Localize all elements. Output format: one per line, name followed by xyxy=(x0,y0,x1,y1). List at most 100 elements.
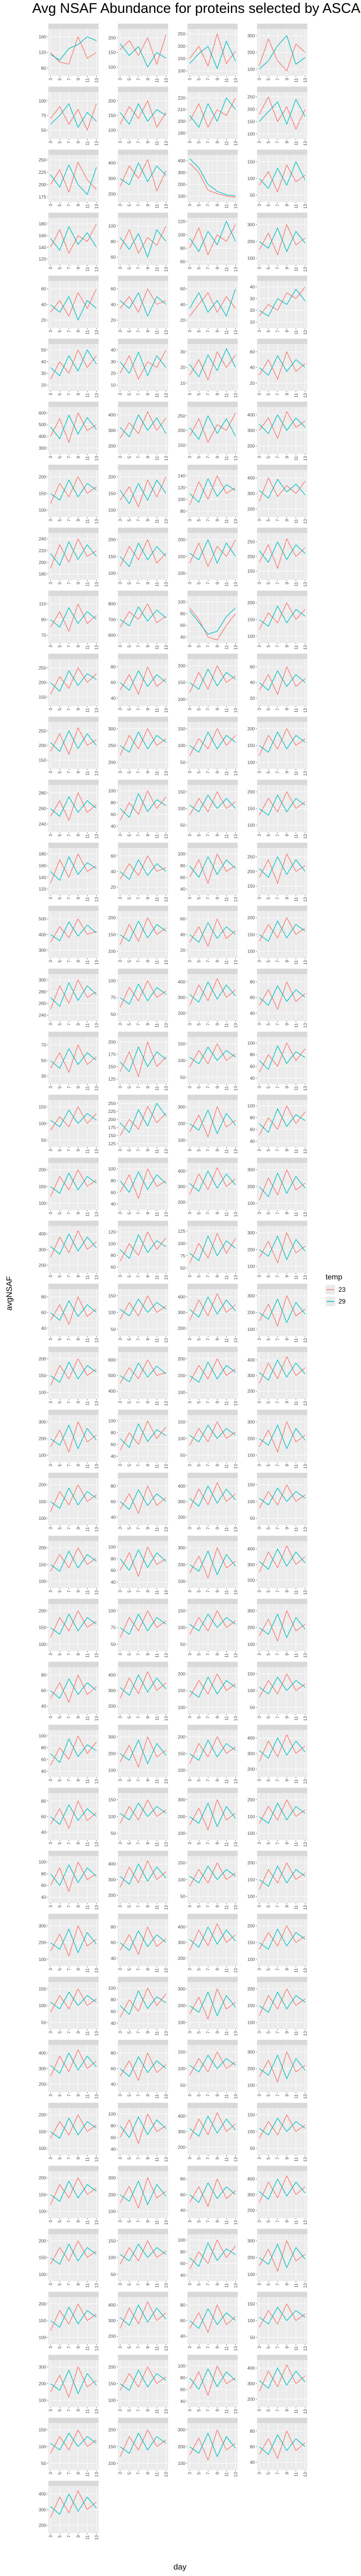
x-tick-label: 7 xyxy=(276,771,280,773)
y-tick-label: 200 xyxy=(178,181,185,187)
x-tick-label: 7 xyxy=(136,1968,141,1971)
x-tick-label: 5 xyxy=(57,1401,62,1403)
x-tick-label: 9 xyxy=(146,1338,150,1341)
x-tick-label: 3 xyxy=(187,1842,192,1845)
x-tick-label: 11 xyxy=(224,1149,229,1154)
facet-strip xyxy=(187,1535,238,1541)
x-tick-label: 11 xyxy=(224,960,229,964)
y-tick-label: 150 xyxy=(178,680,185,685)
x-tick-label: 9 xyxy=(285,960,290,962)
facet-strip xyxy=(118,1850,168,1856)
x-tick-label: 7 xyxy=(206,456,211,458)
y-tick-label: 50 xyxy=(111,1642,116,1647)
x-tick-label: 7 xyxy=(276,1779,280,1782)
facet-strip xyxy=(187,464,238,470)
y-tick-label: 300 xyxy=(108,176,115,181)
x-tick-label: 11 xyxy=(85,1905,90,1909)
x-tick-label: 3 xyxy=(48,1401,53,1403)
x-tick-label: 9 xyxy=(285,1023,290,1026)
y-tick-label: 150 xyxy=(247,1671,255,1677)
facet-strip xyxy=(187,1662,238,1667)
x-tick-label: 11 xyxy=(85,1842,90,1847)
y-tick-label: 200 xyxy=(247,1860,255,1865)
x-tick-label: 3 xyxy=(257,1590,262,1592)
x-tick-label: 13 xyxy=(303,1779,308,1784)
facet-strip xyxy=(257,1788,307,1794)
facet-strip xyxy=(118,1599,168,1604)
x-tick-label: 11 xyxy=(155,267,160,272)
y-tick-label: 200 xyxy=(39,743,46,748)
x-tick-label: 11 xyxy=(155,1527,160,1532)
y-tick-label: 160 xyxy=(39,863,46,868)
y-tick-label: 200 xyxy=(108,35,115,40)
series-line-temp-29 xyxy=(50,226,97,251)
x-tick-label: 3 xyxy=(48,1275,53,1277)
y-tick-label: 300 xyxy=(39,1419,46,1424)
x-tick-label: 7 xyxy=(206,1212,211,1214)
x-tick-label: 5 xyxy=(57,519,62,522)
x-tick-label: 7 xyxy=(276,1590,280,1592)
x-tick-label: 7 xyxy=(136,1401,141,1403)
x-tick-label: 9 xyxy=(76,330,81,332)
x-tick-label: 13 xyxy=(95,1275,99,1279)
x-tick-label: 11 xyxy=(85,1779,90,1784)
x-tick-label: 5 xyxy=(57,708,62,711)
series-line-temp-23 xyxy=(119,603,167,628)
y-tick-label: 150 xyxy=(178,726,185,731)
y-tick-label: 60 xyxy=(250,995,255,1000)
x-tick-label: 13 xyxy=(303,897,308,902)
y-tick-label: 200 xyxy=(39,560,46,565)
x-tick-label: 3 xyxy=(48,1086,53,1088)
x-tick-label: 13 xyxy=(234,1086,239,1091)
series-line-temp-23 xyxy=(50,162,97,193)
x-tick-label: 11 xyxy=(85,1716,90,1721)
x-tick-label: 13 xyxy=(164,771,169,775)
y-tick-label: 50 xyxy=(180,1074,186,1080)
facet-strip xyxy=(48,1599,99,1604)
x-tick-label: 5 xyxy=(57,1338,62,1341)
facet-strip xyxy=(118,1662,168,1667)
y-tick-label: 200 xyxy=(178,663,185,668)
series-line-temp-23 xyxy=(50,35,97,65)
x-tick-label: 3 xyxy=(118,771,123,773)
x-tick-label: 7 xyxy=(136,78,141,80)
y-tick-label: 90 xyxy=(41,617,47,622)
x-tick-label: 9 xyxy=(76,393,81,396)
x-tick-label: 3 xyxy=(118,1905,123,1907)
x-tick-label: 11 xyxy=(294,330,299,334)
y-tick-label: 20 xyxy=(180,947,186,953)
facet-strip xyxy=(48,1788,99,1794)
x-tick-label: 7 xyxy=(206,1905,211,1907)
x-tick-label: 13 xyxy=(164,78,169,83)
x-tick-label: 5 xyxy=(266,141,271,143)
x-tick-label: 11 xyxy=(294,78,299,83)
y-tick-label: 30 xyxy=(180,349,186,355)
x-tick-label: 13 xyxy=(303,1905,308,1909)
x-tick-label: 9 xyxy=(285,1401,290,1403)
facet-strip xyxy=(257,339,307,344)
x-tick-label: 9 xyxy=(146,393,150,396)
y-tick-label: 150 xyxy=(247,568,255,574)
x-tick-label: 9 xyxy=(215,1842,220,1845)
y-tick-label: 300 xyxy=(247,1230,255,1235)
facet-strip xyxy=(257,1409,307,1415)
series-line-temp-23 xyxy=(189,292,236,317)
x-tick-label: 11 xyxy=(85,1023,90,1028)
y-tick-label: 150 xyxy=(247,932,255,937)
x-tick-label: 9 xyxy=(76,1086,81,1088)
series-line-temp-23 xyxy=(50,412,97,443)
x-tick-label: 13 xyxy=(303,708,308,713)
series-line-temp-23 xyxy=(258,538,306,569)
x-tick-label: 3 xyxy=(257,1842,262,1845)
y-tick-label: 300 xyxy=(39,1247,46,1252)
